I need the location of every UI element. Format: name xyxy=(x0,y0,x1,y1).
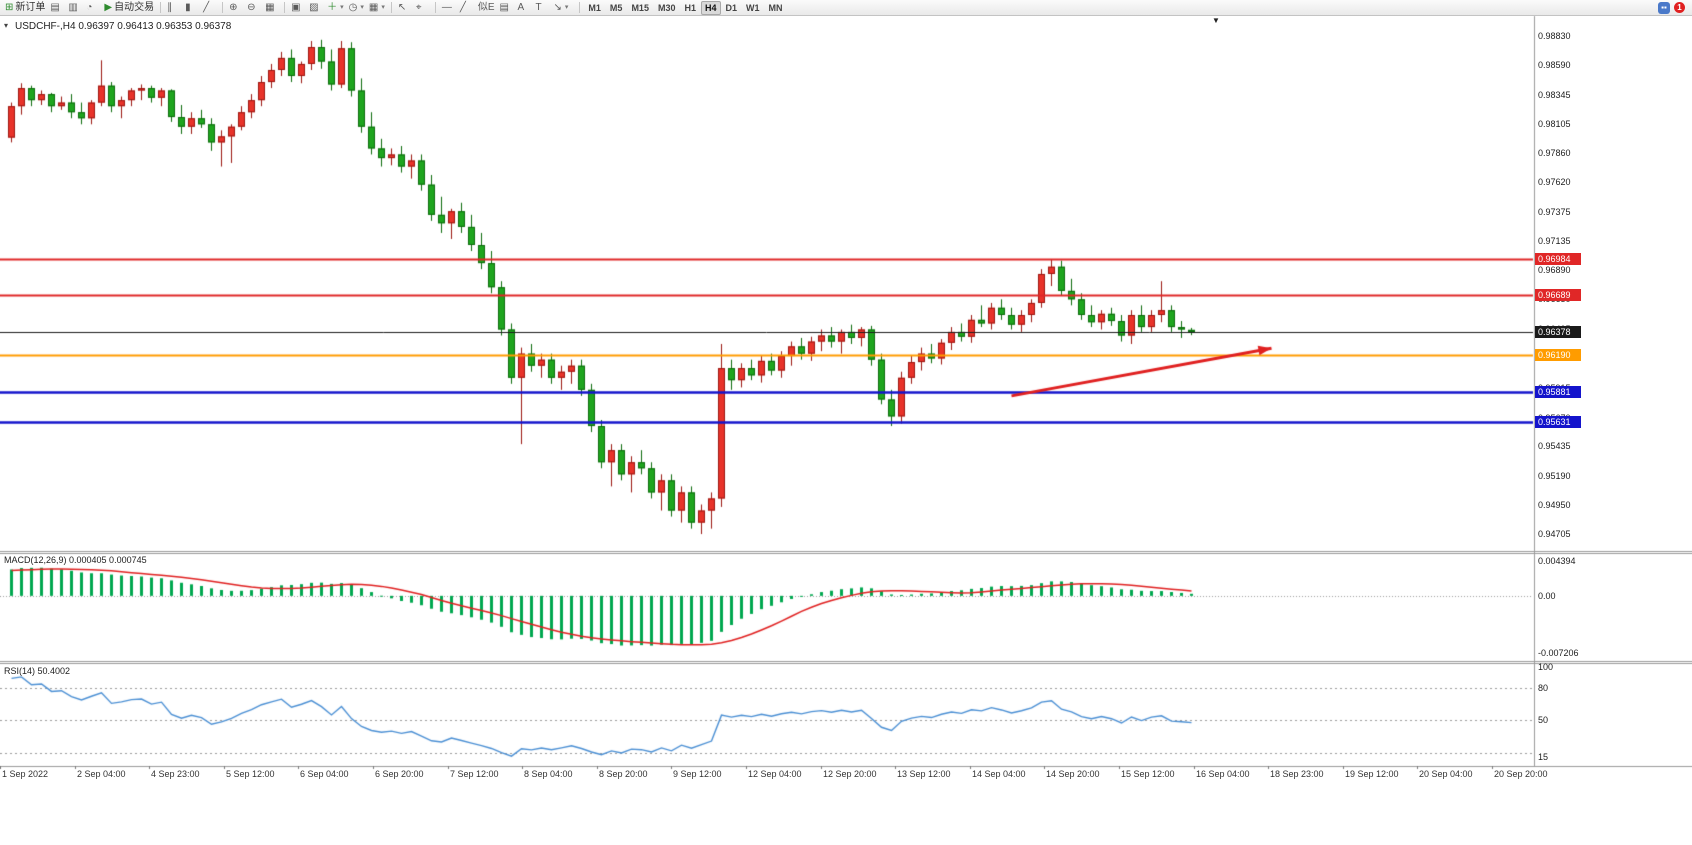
new-order-icon: ⊞ xyxy=(5,2,14,13)
zoom-in-button[interactable]: ⊕ xyxy=(227,1,244,14)
horizontal-line-tool-button[interactable]: — xyxy=(440,1,457,14)
cursor-tool-button[interactable]: ↖ xyxy=(396,1,413,14)
chevron-down-icon: ▾ xyxy=(564,4,569,11)
chevron-down-icon: ▾ xyxy=(381,4,385,11)
toolbar-separator xyxy=(434,2,436,13)
text-tool-button[interactable]: A xyxy=(516,1,533,14)
chevron-down-icon: ▾ xyxy=(360,4,364,11)
crosshair-tool-button[interactable]: ⌖ xyxy=(414,1,431,14)
chevron-down-icon: ▾ xyxy=(340,4,344,11)
chart-profile-icon-icon: ▤ xyxy=(50,2,60,13)
timeframe-d1-button[interactable]: D1 xyxy=(725,2,738,13)
toolbar-separator xyxy=(160,2,162,13)
notification-badge[interactable]: 1 xyxy=(1674,2,1685,13)
timeframe-m1-button[interactable]: M1 xyxy=(588,2,601,13)
arrows-tool-button[interactable]: ↘ ▾ xyxy=(552,1,571,14)
text-label-tool-icon: T xyxy=(535,2,542,13)
timeframe-h4-button[interactable]: H4 xyxy=(700,0,721,15)
depth-of-market-icon-icon: ◔ xyxy=(86,2,93,13)
zoom-out-icon: ⊖ xyxy=(247,2,256,13)
toolbar-right-group: ▪▪ 1 xyxy=(1658,1,1689,14)
indicators-icon: ＋ xyxy=(327,2,338,13)
periods-button[interactable]: ◷ ▾ xyxy=(347,1,366,14)
arrows-tool-icon: ↘ xyxy=(553,2,562,13)
tick-chart-icon[interactable]: ▥ xyxy=(66,1,83,14)
trendline-tool-icon: ╱ xyxy=(459,2,466,13)
grid-tool-button[interactable]: ▤ xyxy=(498,1,515,14)
horizontal-line-tool-icon: — xyxy=(441,2,452,13)
fibonacci-tool-icon: 似E xyxy=(477,2,495,13)
new-order-button[interactable]: ⊞ 新订单 xyxy=(3,1,47,14)
toolbar: ⊞ 新订单 ▤ ▥ ◔ ▶ 自动交易 ∥ ▮ ╱ ⊕ ⊖ ▦ ▣ ▨ ＋ ▾ ◷ ▾ ▦ ▾ ↖ ⌖ — ╱ 似E ▤ A T ↘ ▾ M1 M… xyxy=(0,0,1692,16)
fibonacci-tool-button[interactable]: 似E xyxy=(476,1,497,14)
line-chart-type-button[interactable]: ╱ xyxy=(201,1,218,14)
grid-tool-icon: ▤ xyxy=(499,2,509,13)
timeframe-mn-button[interactable]: MN xyxy=(768,2,783,13)
cursor-tool-icon: ↖ xyxy=(397,2,407,13)
indicators-button[interactable]: ＋ ▾ xyxy=(325,1,346,14)
timeframe-m5-button[interactable]: M5 xyxy=(609,2,623,13)
cascade-windows-icon: ▨ xyxy=(309,2,319,13)
text-tool-icon: A xyxy=(517,2,525,13)
timeframe-h1-button[interactable]: H1 xyxy=(684,2,696,13)
bar-chart-type-button[interactable]: ∥ xyxy=(165,1,182,14)
toolbar-separator xyxy=(222,2,224,13)
trendline-tool-button[interactable]: ╱ xyxy=(458,1,475,14)
autotrade-button-label: 自动交易 xyxy=(114,2,155,13)
toolbar-separator xyxy=(284,2,286,13)
templates-button[interactable]: ▦ ▾ xyxy=(367,1,387,14)
periods-icon: ◷ xyxy=(348,2,358,13)
bar-chart-type-icon: ∥ xyxy=(167,2,173,13)
autotrade-icon: ▶ xyxy=(104,2,113,13)
zoom-out-button[interactable]: ⊖ xyxy=(245,1,262,14)
zoom-in-icon: ⊕ xyxy=(229,2,238,13)
community-icon[interactable]: ▪▪ xyxy=(1658,1,1670,14)
autotrade-button[interactable]: ▶ 自动交易 xyxy=(102,1,156,14)
tile-windows-button[interactable]: ▦ xyxy=(263,1,280,14)
toolbar-separator xyxy=(579,2,581,13)
crosshair-tool-icon: ⌖ xyxy=(415,2,422,13)
candlestick-chart-type-button[interactable]: ▮ xyxy=(183,1,200,14)
chart-profile-icon[interactable]: ▤ xyxy=(48,1,65,14)
text-label-tool-button[interactable]: T xyxy=(534,1,551,14)
timeframe-m15-button[interactable]: M15 xyxy=(631,2,649,13)
arrange-windows-button[interactable]: ▣ xyxy=(289,1,306,14)
templates-icon: ▦ xyxy=(368,2,379,13)
candlestick-chart-type-icon: ▮ xyxy=(185,2,191,13)
timeframe-w1-button[interactable]: W1 xyxy=(746,2,760,13)
line-chart-type-icon: ╱ xyxy=(203,2,210,13)
arrange-windows-icon: ▣ xyxy=(291,2,301,13)
tile-windows-icon: ▦ xyxy=(265,2,275,13)
new-order-button-label: 新订单 xyxy=(15,2,46,13)
cascade-windows-button[interactable]: ▨ xyxy=(307,1,324,14)
toolbar-separator xyxy=(390,2,392,13)
depth-of-market-icon[interactable]: ◔ xyxy=(84,1,101,14)
timeframe-m30-button[interactable]: M30 xyxy=(657,2,676,13)
tick-chart-icon-icon: ▥ xyxy=(68,2,78,13)
